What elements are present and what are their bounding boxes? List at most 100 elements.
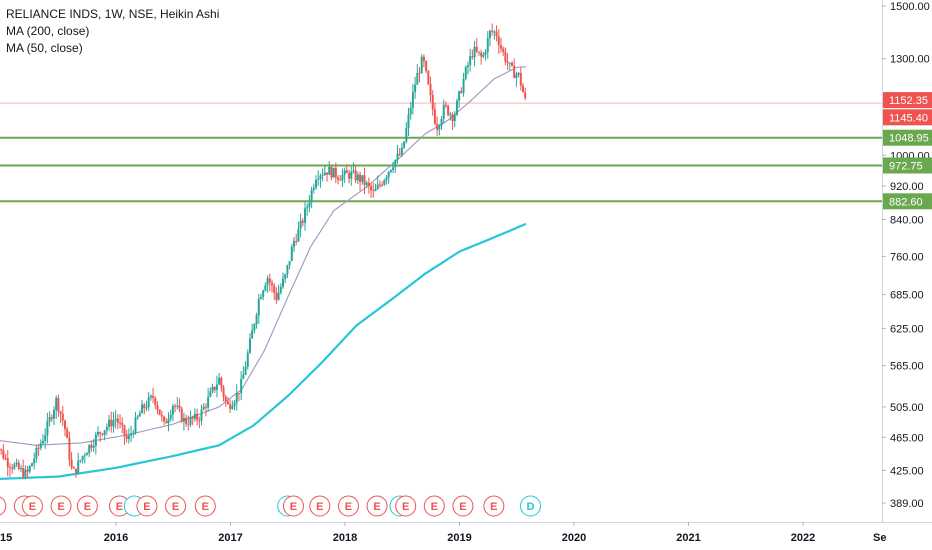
y-tick-label: 1500.00 xyxy=(890,1,930,13)
event-marker-label: E xyxy=(431,501,438,513)
candle-body xyxy=(363,175,366,185)
candle-body xyxy=(293,240,296,247)
candle-body xyxy=(94,434,97,446)
candle-body xyxy=(17,462,20,469)
earnings-event-marker[interactable] xyxy=(50,495,72,517)
candle-body xyxy=(6,458,9,468)
candle-body xyxy=(176,405,179,407)
candle-body xyxy=(198,420,201,422)
candle-body xyxy=(407,114,410,128)
candle-body xyxy=(52,410,55,419)
candle-body xyxy=(348,173,351,179)
earnings-event-marker[interactable] xyxy=(282,495,304,517)
candle-body xyxy=(475,46,478,52)
candle-body xyxy=(41,440,44,444)
earnings-event-marker[interactable] xyxy=(21,495,43,517)
support-level-label: 972.75 xyxy=(889,160,923,172)
earnings-event-marker[interactable] xyxy=(483,495,505,517)
candle-body xyxy=(116,418,119,423)
earnings-event-marker[interactable] xyxy=(0,496,7,516)
candle-body xyxy=(235,392,238,403)
earnings-event-marker[interactable] xyxy=(76,495,98,517)
price-tag xyxy=(883,109,932,126)
candle-body xyxy=(425,61,428,72)
event-marker-label: E xyxy=(402,501,409,513)
x-tick-label: 2022 xyxy=(791,532,815,544)
earnings-event-marker[interactable] xyxy=(423,495,445,517)
candle-body xyxy=(189,416,192,425)
candle-body xyxy=(185,418,188,424)
candle-body xyxy=(429,83,432,96)
candle-body xyxy=(502,48,505,52)
candle-body xyxy=(207,396,210,408)
candle-body xyxy=(400,147,403,155)
candle-body xyxy=(8,467,11,469)
candle-body xyxy=(202,406,205,410)
x-tick-label: 2020 xyxy=(562,532,586,544)
candle-body xyxy=(497,36,500,46)
candle-body xyxy=(488,30,491,39)
candle-body xyxy=(431,95,434,110)
candle-body xyxy=(310,189,313,203)
candle-body xyxy=(99,432,102,434)
candle-body xyxy=(495,31,498,37)
candle-body xyxy=(114,418,117,421)
candle-body xyxy=(334,167,337,178)
earnings-event-marker[interactable] xyxy=(309,495,331,517)
candle-body xyxy=(64,420,67,430)
candle-body xyxy=(403,141,406,148)
candle-body xyxy=(266,278,269,286)
candle-body xyxy=(471,56,474,58)
candle-body xyxy=(167,419,170,424)
candle-body xyxy=(39,443,42,448)
candle-body xyxy=(152,395,155,398)
candle-body xyxy=(264,285,267,291)
earnings-event-marker[interactable] xyxy=(395,495,417,517)
candle-body xyxy=(398,153,401,155)
candle-body xyxy=(361,175,364,182)
ma50-legend[interactable]: MA (50, close) xyxy=(6,41,83,55)
earnings-event-marker[interactable] xyxy=(366,495,388,517)
candle-body xyxy=(171,405,174,415)
earnings-event-marker[interactable] xyxy=(194,495,216,517)
candle-body xyxy=(290,246,293,262)
candle-body xyxy=(464,67,467,79)
candle-body xyxy=(515,74,518,78)
candle-body xyxy=(178,405,181,409)
candle-body xyxy=(389,170,392,172)
candle-body xyxy=(24,469,27,478)
candle-body xyxy=(370,186,373,191)
candle-body xyxy=(246,352,249,367)
symbol-title[interactable]: RELIANCE INDS, 1W, NSE, Heikin Ashi xyxy=(6,7,220,21)
ma200-legend[interactable]: MA (200, close) xyxy=(6,24,90,38)
candle-body xyxy=(350,171,353,179)
candle-body xyxy=(304,208,307,223)
candle-body xyxy=(328,167,331,175)
event-marker-label: E xyxy=(202,501,209,513)
candle-body xyxy=(130,433,133,436)
earnings-event-marker[interactable] xyxy=(337,495,359,517)
candle-body xyxy=(524,92,527,99)
candle-body xyxy=(35,447,38,459)
candle-body xyxy=(121,423,124,426)
candle-body xyxy=(204,406,207,408)
candle-body xyxy=(37,447,40,449)
earnings-event-marker[interactable] xyxy=(452,495,474,517)
y-tick-label: 505.00 xyxy=(890,402,924,414)
candle-body xyxy=(341,174,344,181)
y-tick-label: 425.00 xyxy=(890,465,924,477)
earnings-event-marker[interactable] xyxy=(136,495,158,517)
candle-body xyxy=(44,435,47,441)
candle-body xyxy=(79,460,82,462)
candle-body xyxy=(262,290,265,298)
candle-body xyxy=(141,404,144,414)
earnings-event-marker[interactable] xyxy=(165,495,187,517)
candle-body xyxy=(220,377,223,388)
candle-body xyxy=(259,297,262,299)
candle-body xyxy=(308,202,311,207)
candle-body xyxy=(231,406,234,409)
dividend-event-marker[interactable] xyxy=(519,495,541,517)
candle-body xyxy=(365,182,368,185)
